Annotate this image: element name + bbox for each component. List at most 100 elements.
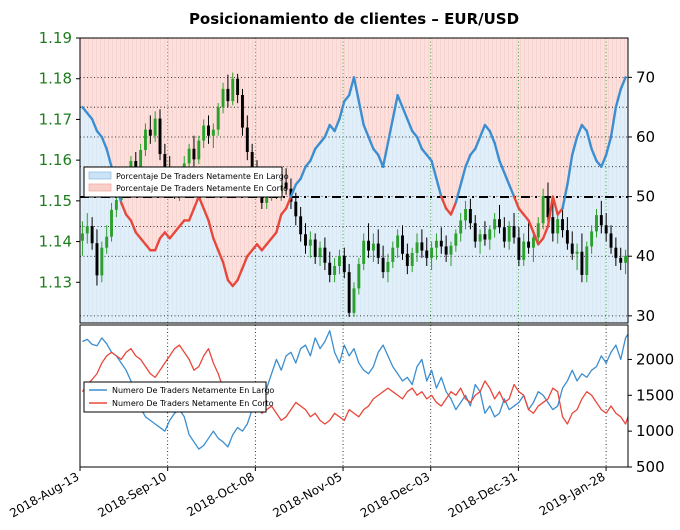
candle-body — [517, 237, 521, 260]
price-sentiment-panel: 1.191.181.171.161.151.141.13 7060504030 … — [39, 29, 656, 325]
chart-title: Posicionamiento de clientes – EUR/USD — [189, 10, 519, 28]
candle-body — [95, 243, 99, 276]
sentiment-line-segment — [561, 183, 569, 210]
candle-body — [197, 140, 201, 160]
candle-body — [464, 209, 467, 221]
candle-body — [163, 154, 167, 169]
sentiment-line-segment — [537, 237, 545, 246]
candle-body — [415, 242, 419, 253]
sentiment-line-segment — [129, 219, 137, 234]
candle-body — [139, 149, 143, 171]
sentiment-line-segment — [604, 135, 613, 157]
sentiment-line-segment — [139, 237, 147, 246]
sentiment-line-segment — [299, 165, 307, 180]
sentiment-line-segment — [202, 207, 210, 222]
candle-body — [211, 129, 215, 136]
sentiment-line-segment — [571, 135, 579, 157]
candle-body — [381, 257, 385, 273]
sentiment-line-segment — [153, 237, 162, 252]
bottom-tick-label: 1000 — [636, 422, 674, 440]
candle-body — [391, 247, 395, 262]
sentiment-line-segment — [517, 207, 525, 216]
sentiment-line-segment — [464, 153, 472, 168]
sentiment-line-segment — [338, 100, 346, 121]
candle-body — [396, 235, 400, 248]
sentiment-line-segment — [580, 123, 588, 133]
sentiment-line-segment — [566, 153, 574, 186]
candle-body — [250, 152, 254, 170]
candle-body — [434, 240, 438, 248]
series-line-long-count — [82, 330, 628, 450]
candle-body — [352, 288, 356, 313]
sentiment-line-segment — [294, 177, 302, 186]
legend-label-long-pct: Porcentaje De Traders Netamente En Largo — [116, 172, 289, 181]
candle-body — [328, 262, 332, 275]
bottom-tick-label: 500 — [636, 458, 665, 476]
sentiment-line-segment — [372, 147, 380, 157]
candle-body — [420, 242, 424, 251]
sentiment-line-segment — [144, 243, 152, 252]
x-tick-label: 2019-Jan-28 — [537, 469, 608, 518]
sentiment-line-segment — [600, 153, 608, 168]
sentiment-line-segment — [90, 117, 99, 133]
candle-body — [454, 233, 458, 246]
candle-body — [110, 209, 113, 237]
candle-body — [144, 129, 147, 150]
candle-body — [134, 160, 138, 171]
candle-body — [556, 219, 560, 234]
candle-body — [105, 236, 109, 248]
sentiment-line-segment — [260, 243, 268, 252]
candle-body — [376, 243, 380, 258]
sentiment-line-segment — [590, 147, 598, 163]
candle-body — [531, 237, 535, 248]
candle-body — [226, 88, 230, 102]
sentiment-line-segment — [333, 117, 341, 133]
sentiment-line-segment — [532, 231, 540, 246]
candle-body — [362, 240, 366, 264]
sentiment-line-segment — [391, 94, 399, 121]
candle-body — [575, 251, 579, 254]
candle-body — [80, 233, 84, 241]
candle-body — [498, 219, 501, 228]
candle-body — [483, 234, 487, 240]
bottom-tick-label: 2000 — [636, 350, 674, 368]
short-sentiment-fill — [80, 38, 628, 287]
candle-body — [299, 216, 303, 235]
sentiment-line-segment — [100, 135, 108, 151]
candle-body — [536, 223, 540, 238]
x-tick-label: 2018-Sep-10 — [95, 469, 169, 520]
sentiment-line-segment — [410, 129, 419, 139]
sentiment-line-segment — [362, 123, 370, 139]
sentiment-line-segment — [493, 141, 501, 163]
sentiment-line-segment — [265, 237, 273, 246]
sentiment-line-segment — [163, 231, 171, 240]
sentiment-line-segment — [81, 105, 89, 115]
sentiment-line-segment — [158, 231, 167, 240]
candle-body — [202, 125, 206, 141]
candle-body — [294, 201, 298, 217]
candle-body — [619, 257, 623, 263]
sentiment-line-segment — [507, 183, 516, 198]
left-tick-label: 1.13 — [39, 273, 72, 291]
sentiment-line-segment — [168, 231, 176, 240]
candle-body — [221, 88, 225, 108]
bottom-panel-frame — [79, 324, 629, 468]
sentiment-line-segment — [440, 195, 448, 210]
left-tick-label: 1.17 — [39, 110, 72, 128]
candle-body — [187, 148, 191, 164]
candle-body — [580, 251, 584, 275]
x-tick-label: 2018-Oct-08 — [184, 469, 256, 519]
candle-body — [148, 129, 152, 136]
sentiment-line-segment — [192, 195, 201, 210]
candle-body — [444, 246, 448, 255]
candle-body — [527, 241, 531, 248]
left-tick-label: 1.19 — [39, 29, 72, 47]
candle-body — [405, 253, 409, 266]
sentiment-line-segment — [503, 171, 511, 186]
sentiment-line-segment — [95, 129, 104, 139]
long-sentiment-fill — [80, 77, 628, 323]
candle-body — [502, 227, 506, 242]
candle-body — [90, 226, 94, 244]
sentiment-line-segment — [197, 195, 205, 210]
sentiment-line-segment — [430, 159, 438, 180]
